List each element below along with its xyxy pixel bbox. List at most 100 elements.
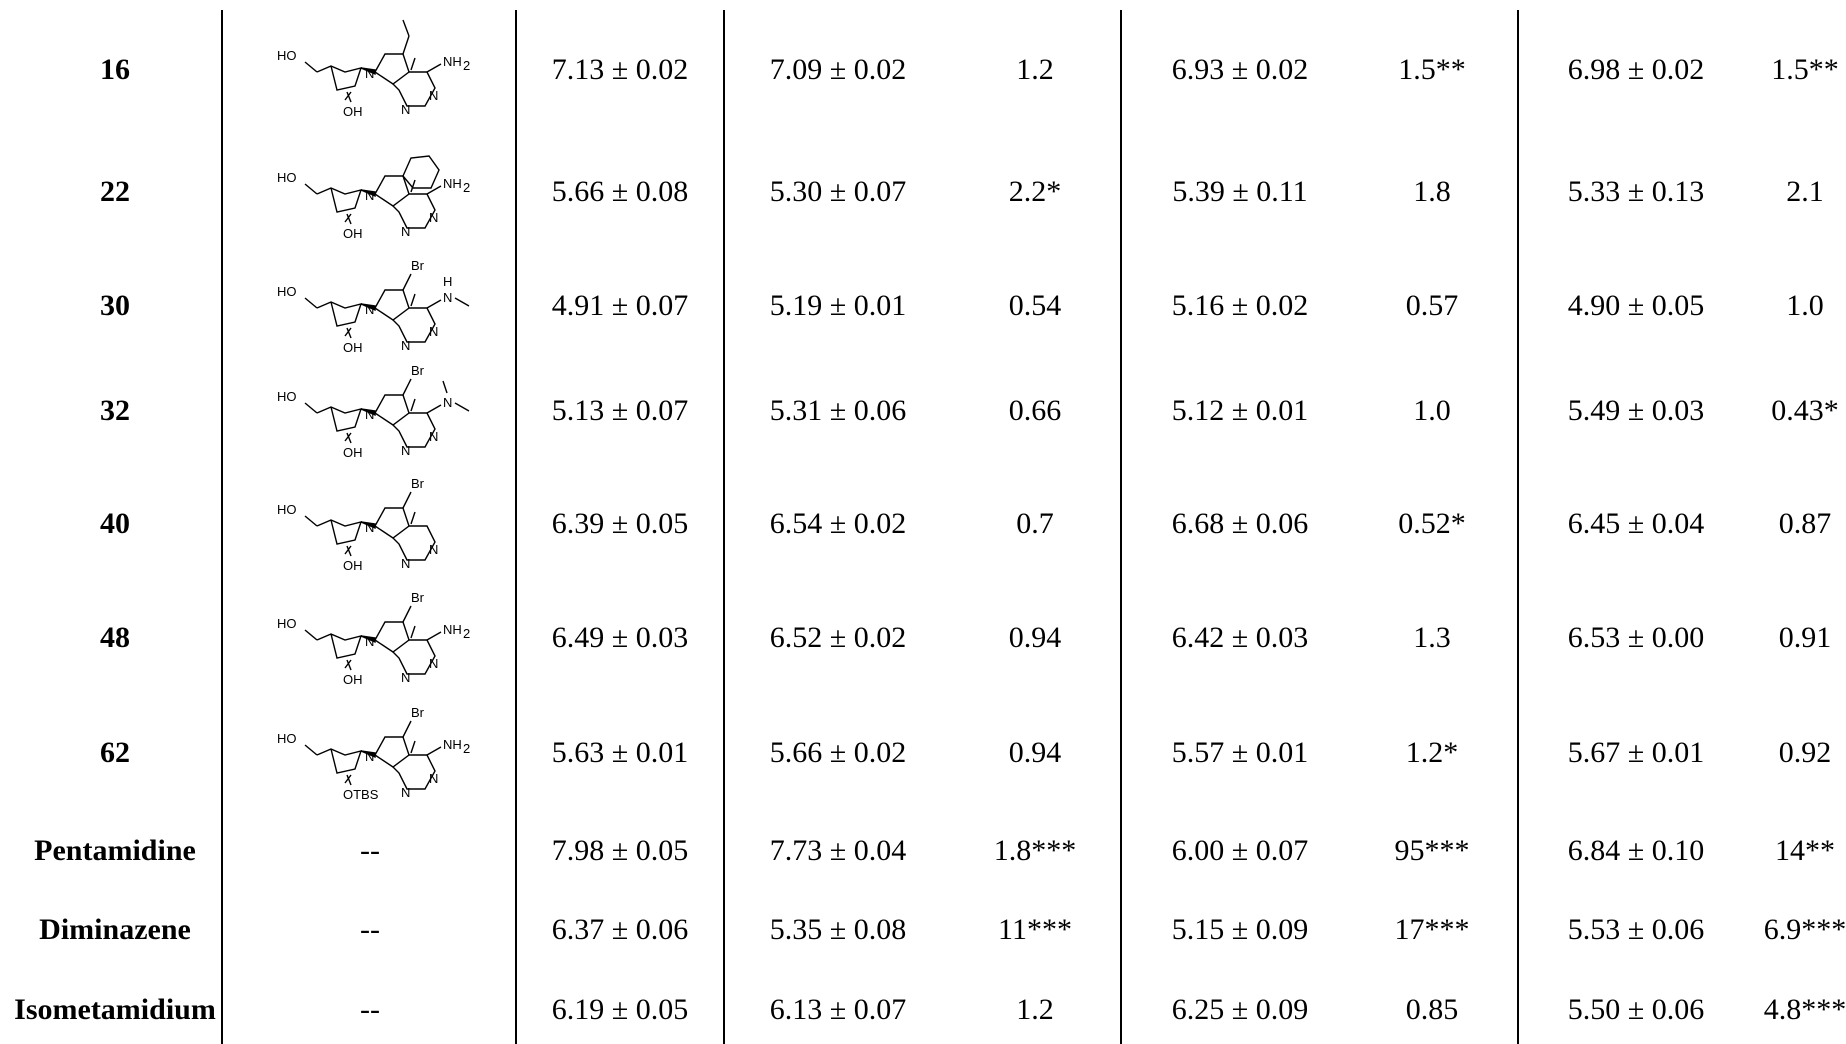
chemical-structure-image: Br HO OH N N N (277, 476, 438, 573)
table-cell-value: 2.2* (1008, 175, 1062, 208)
structure-atom-label: N (365, 302, 374, 317)
structure-atom-label: OH (343, 558, 363, 573)
structure-cell: Br HO OH N N N N H (265, 246, 475, 366)
table-cell-value: 0.94 (1008, 621, 1062, 654)
table-cell-value: 5.13 ± 0.07 (551, 394, 689, 427)
structure-atom-label: HO (277, 731, 297, 746)
table-cell-value: 5.33 ± 0.13 (1567, 175, 1705, 208)
table-cell-value: 1.0 (1786, 289, 1824, 322)
structure-placeholder: -- (360, 834, 380, 867)
structure-atom-label: 2 (463, 626, 470, 641)
table-cell-value: 5.16 ± 0.02 (1171, 289, 1309, 322)
table-cell-value: 6.84 ± 0.10 (1567, 834, 1705, 867)
table-cell-value: 5.19 ± 0.01 (769, 289, 907, 322)
table-cell-value: 5.66 ± 0.02 (769, 736, 907, 769)
structure-atom-label: N (401, 102, 410, 117)
column-divider (1517, 10, 1519, 1044)
structure-cell: HO OH N N N NH 2 (265, 10, 475, 130)
structure-atom-label: OH (343, 672, 363, 687)
table-cell-value: 6.9*** (1763, 913, 1846, 946)
table-cell-value: 14** (1775, 834, 1835, 867)
table-cell-value: 5.39 ± 0.11 (1172, 175, 1308, 208)
table-cell-value: 5.15 ± 0.09 (1171, 913, 1309, 946)
table-cell-value: 0.87 (1778, 507, 1832, 540)
table-cell-value: 5.31 ± 0.06 (769, 394, 907, 427)
table-cell-value: 5.35 ± 0.08 (769, 913, 907, 946)
structure-cell: Br HO OTBS N N N NH 2 (265, 693, 475, 813)
table-cell-value: 0.52* (1398, 507, 1466, 540)
table-cell-value: 4.91 ± 0.07 (551, 289, 689, 322)
structure-atom-label: HO (277, 170, 297, 185)
structure-atom-label: N (365, 520, 374, 535)
structure-placeholder: -- (360, 913, 380, 946)
chemical-structure-image: Br HO OTBS N N N NH 2 (277, 705, 470, 802)
compound-name: Pentamidine (34, 834, 196, 867)
structure-atom-label: Br (411, 590, 425, 605)
structure-atom-label: N (401, 338, 410, 353)
table-cell-value: 0.92 (1778, 736, 1832, 769)
compound-name: 62 (100, 736, 130, 769)
table-cell-value: 17*** (1394, 913, 1470, 946)
compound-name: 32 (100, 394, 130, 427)
table-cell-value: 1.2* (1405, 736, 1459, 769)
table-cell-value: 0.85 (1405, 993, 1459, 1026)
structure-atom-label: Br (411, 258, 425, 273)
structure-atom-label: N (443, 395, 452, 410)
table-cell-value: 1.5** (1398, 53, 1466, 86)
structure-atom-label: Br (411, 476, 425, 491)
chemical-structure-image: HO OH N N N NH 2 (277, 155, 470, 241)
table-cell-value: 5.53 ± 0.06 (1567, 913, 1705, 946)
structure-atom-label: N (429, 656, 438, 671)
structure-cell: Br HO OH N N N N (265, 351, 475, 471)
structure-atom-label: 2 (463, 58, 470, 73)
table-cell-value: 6.37 ± 0.06 (551, 913, 689, 946)
table-cell-value: 5.50 ± 0.06 (1567, 993, 1705, 1026)
structure-atom-label: N (365, 66, 374, 81)
structure-atom-label: N (401, 785, 410, 800)
structure-cell: Br HO OH N N N NH 2 (265, 578, 475, 698)
table-cell-value: 6.53 ± 0.00 (1567, 621, 1705, 654)
table-cell-value: 1.5** (1771, 53, 1839, 86)
chemical-structure-image: Br HO OH N N N NH 2 (277, 590, 470, 687)
chemical-structure-image: HO OH N N N NH 2 (277, 19, 470, 119)
structure-atom-label: N (429, 210, 438, 225)
structure-atom-label: N (429, 542, 438, 557)
column-divider (723, 10, 725, 1044)
structure-atom-label: H (443, 274, 452, 289)
table-cell-value: 1.3 (1413, 621, 1451, 654)
table-cell-value: 6.98 ± 0.02 (1567, 53, 1705, 86)
compound-name: 30 (100, 289, 130, 322)
table-cell-value: 1.2 (1016, 993, 1054, 1026)
compound-name: 48 (100, 621, 130, 654)
compound-name: 40 (100, 507, 130, 540)
table-cell-value: 6.49 ± 0.03 (551, 621, 689, 654)
structure-atom-label: N (401, 670, 410, 685)
table-cell-value: 4.90 ± 0.05 (1567, 289, 1705, 322)
structure-atom-label: N (365, 407, 374, 422)
column-divider (1120, 10, 1122, 1044)
table-cell-value: 5.66 ± 0.08 (551, 175, 689, 208)
structure-atom-label: N (429, 771, 438, 786)
table-cell-value: 0.91 (1778, 621, 1832, 654)
structure-atom-label: HO (277, 284, 297, 299)
table-cell-value: 6.13 ± 0.07 (769, 993, 907, 1026)
table-cell-value: 0.7 (1016, 507, 1054, 540)
structure-atom-label: HO (277, 502, 297, 517)
table-cell-value: 6.93 ± 0.02 (1171, 53, 1309, 86)
table-cell-value: 6.52 ± 0.02 (769, 621, 907, 654)
table-cell-value: 7.13 ± 0.02 (551, 53, 689, 86)
structure-atom-label: OH (343, 445, 363, 460)
structure-cell: Br HO OH N N N (265, 464, 475, 584)
compound-name: 16 (100, 53, 130, 86)
table-cell-value: 11*** (998, 913, 1072, 946)
column-divider (221, 10, 223, 1044)
table-cell-value: 6.45 ± 0.04 (1567, 507, 1705, 540)
table-cell-value: 7.73 ± 0.04 (769, 834, 907, 867)
table-cell-value: 5.57 ± 0.01 (1171, 736, 1309, 769)
table-cell-value: 2.1 (1786, 175, 1824, 208)
structure-atom-label: 2 (463, 741, 470, 756)
structure-atom-label: OH (343, 104, 363, 119)
table-cell-value: 6.68 ± 0.06 (1171, 507, 1309, 540)
table-cell-value: 5.67 ± 0.01 (1567, 736, 1705, 769)
